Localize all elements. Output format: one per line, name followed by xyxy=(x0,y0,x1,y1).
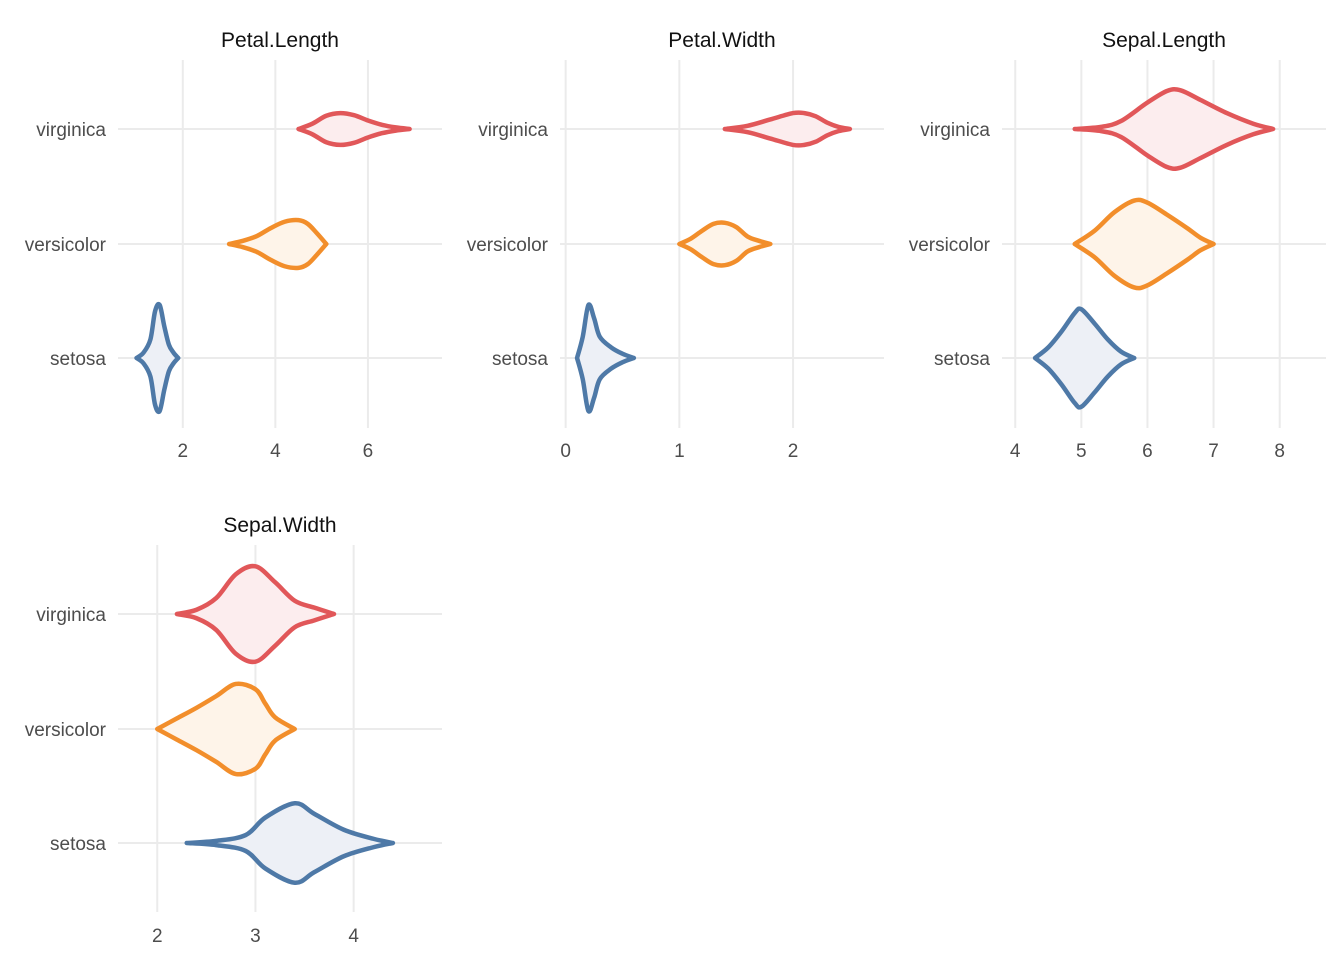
panel-title-sepal-length: Sepal.Length xyxy=(1102,29,1226,52)
y-tick-label-sepal-length-versicolor: versicolor xyxy=(909,235,991,256)
x-tick-label-sepal-length-6: 6 xyxy=(1142,441,1153,462)
violin-sepal-width-virginica xyxy=(174,563,337,665)
violin-petal-length-virginica xyxy=(296,110,412,148)
y-tick-label-petal-width-setosa: setosa xyxy=(492,349,548,370)
y-tick-label-sepal-length-setosa: setosa xyxy=(934,349,990,370)
violin-sepal-length-virginica xyxy=(1072,87,1276,171)
violin-petal-length-setosa xyxy=(134,301,181,415)
x-tick-label-sepal-width-4: 4 xyxy=(348,926,359,947)
violin-sepal-length-setosa xyxy=(1032,306,1137,410)
x-tick-label-petal-length-4: 4 xyxy=(270,441,281,462)
violin-petal-width-setosa xyxy=(574,302,637,414)
y-tick-label-sepal-length-virginica: virginica xyxy=(920,120,990,141)
x-tick-label-petal-width-0: 0 xyxy=(560,441,571,462)
x-tick-label-sepal-length-7: 7 xyxy=(1208,441,1219,462)
panel-petal-width: Petal.Width 0 1 2 setosa versicolor virginica xyxy=(467,29,884,462)
panel-title-petal-length: Petal.Length xyxy=(221,29,339,52)
violin-petal-width-versicolor xyxy=(677,220,773,268)
panel-title-petal-width: Petal.Width xyxy=(668,29,775,52)
panel-petal-length: Petal.Length 2 4 6 setosa versicolor virginica xyxy=(25,29,442,462)
violin-sepal-width-setosa xyxy=(184,800,396,886)
x-tick-label-petal-width-1: 1 xyxy=(674,441,685,462)
x-tick-label-sepal-width-2: 2 xyxy=(152,926,163,947)
y-tick-label-petal-width-virginica: virginica xyxy=(478,120,548,141)
x-tick-label-sepal-width-3: 3 xyxy=(250,926,261,947)
y-tick-label-petal-width-versicolor: versicolor xyxy=(467,235,549,256)
x-tick-label-petal-length-6: 6 xyxy=(363,441,374,462)
violin-petal-length-versicolor xyxy=(226,217,329,271)
panel-sepal-width: Sepal.Width 2 3 4 setosa versicolor virginica xyxy=(25,514,442,947)
y-tick-label-sepal-width-versicolor: versicolor xyxy=(25,720,107,741)
violin-petal-width-virginica xyxy=(722,110,853,148)
y-tick-label-sepal-width-virginica: virginica xyxy=(36,605,106,626)
panel-sepal-length: Sepal.Length 4 5 6 7 8 setosa versicolor virgini… xyxy=(909,29,1326,462)
x-tick-label-petal-length-2: 2 xyxy=(178,441,189,462)
y-tick-label-petal-length-versicolor: versicolor xyxy=(25,235,107,256)
y-tick-label-sepal-width-setosa: setosa xyxy=(50,834,106,855)
x-tick-label-sepal-length-8: 8 xyxy=(1274,441,1285,462)
x-tick-label-sepal-length-5: 5 xyxy=(1076,441,1087,462)
y-tick-label-petal-length-setosa: setosa xyxy=(50,349,106,370)
x-tick-label-petal-width-2: 2 xyxy=(788,441,799,462)
x-tick-label-sepal-length-4: 4 xyxy=(1010,441,1021,462)
panel-title-sepal-width: Sepal.Width xyxy=(223,514,336,537)
violin-sepal-length-versicolor xyxy=(1072,197,1216,291)
y-tick-label-petal-length-virginica: virginica xyxy=(36,120,106,141)
violin-sepal-width-versicolor xyxy=(155,681,297,777)
